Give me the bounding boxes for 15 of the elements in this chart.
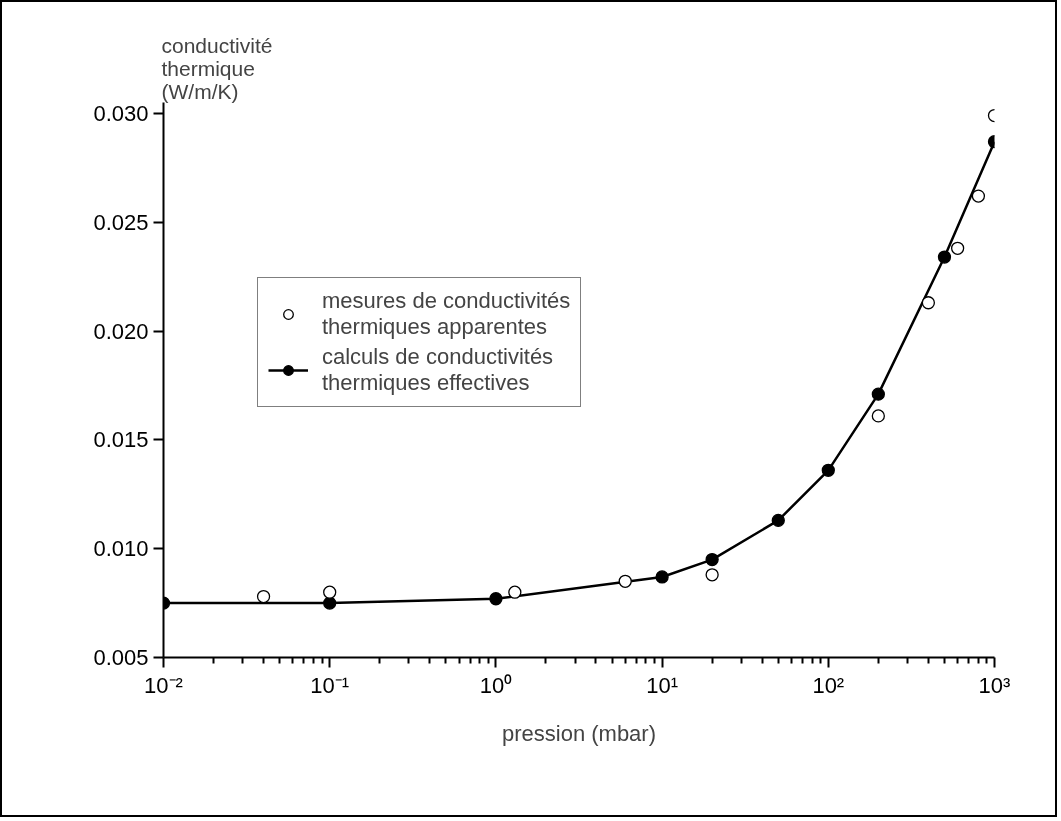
y-tick-label: 0.025 xyxy=(93,209,149,235)
x-tick-label: 10² xyxy=(812,672,845,698)
y-axis-title: conductivité thermique (W/m/K) xyxy=(161,33,273,103)
y-tick-label: 0.010 xyxy=(93,536,149,562)
x-tick-label: 10⁻² xyxy=(144,672,183,698)
y-tick-label: 0.020 xyxy=(93,318,149,344)
x-tick-label: 10³ xyxy=(978,672,1011,698)
y-tick-label: 0.015 xyxy=(93,427,149,453)
y-tick-label: 0.005 xyxy=(93,645,149,670)
x-tick-label: 10⁰ xyxy=(479,672,513,698)
legend-label: calculs de conductivités thermiques effectives xyxy=(322,344,554,396)
x-tick-label: 10¹ xyxy=(646,672,678,698)
x-tick-label: 10⁻¹ xyxy=(310,672,350,698)
x-axis-title: pression (mbar) xyxy=(501,720,657,746)
y-tick-label: 0.030 xyxy=(93,100,149,126)
